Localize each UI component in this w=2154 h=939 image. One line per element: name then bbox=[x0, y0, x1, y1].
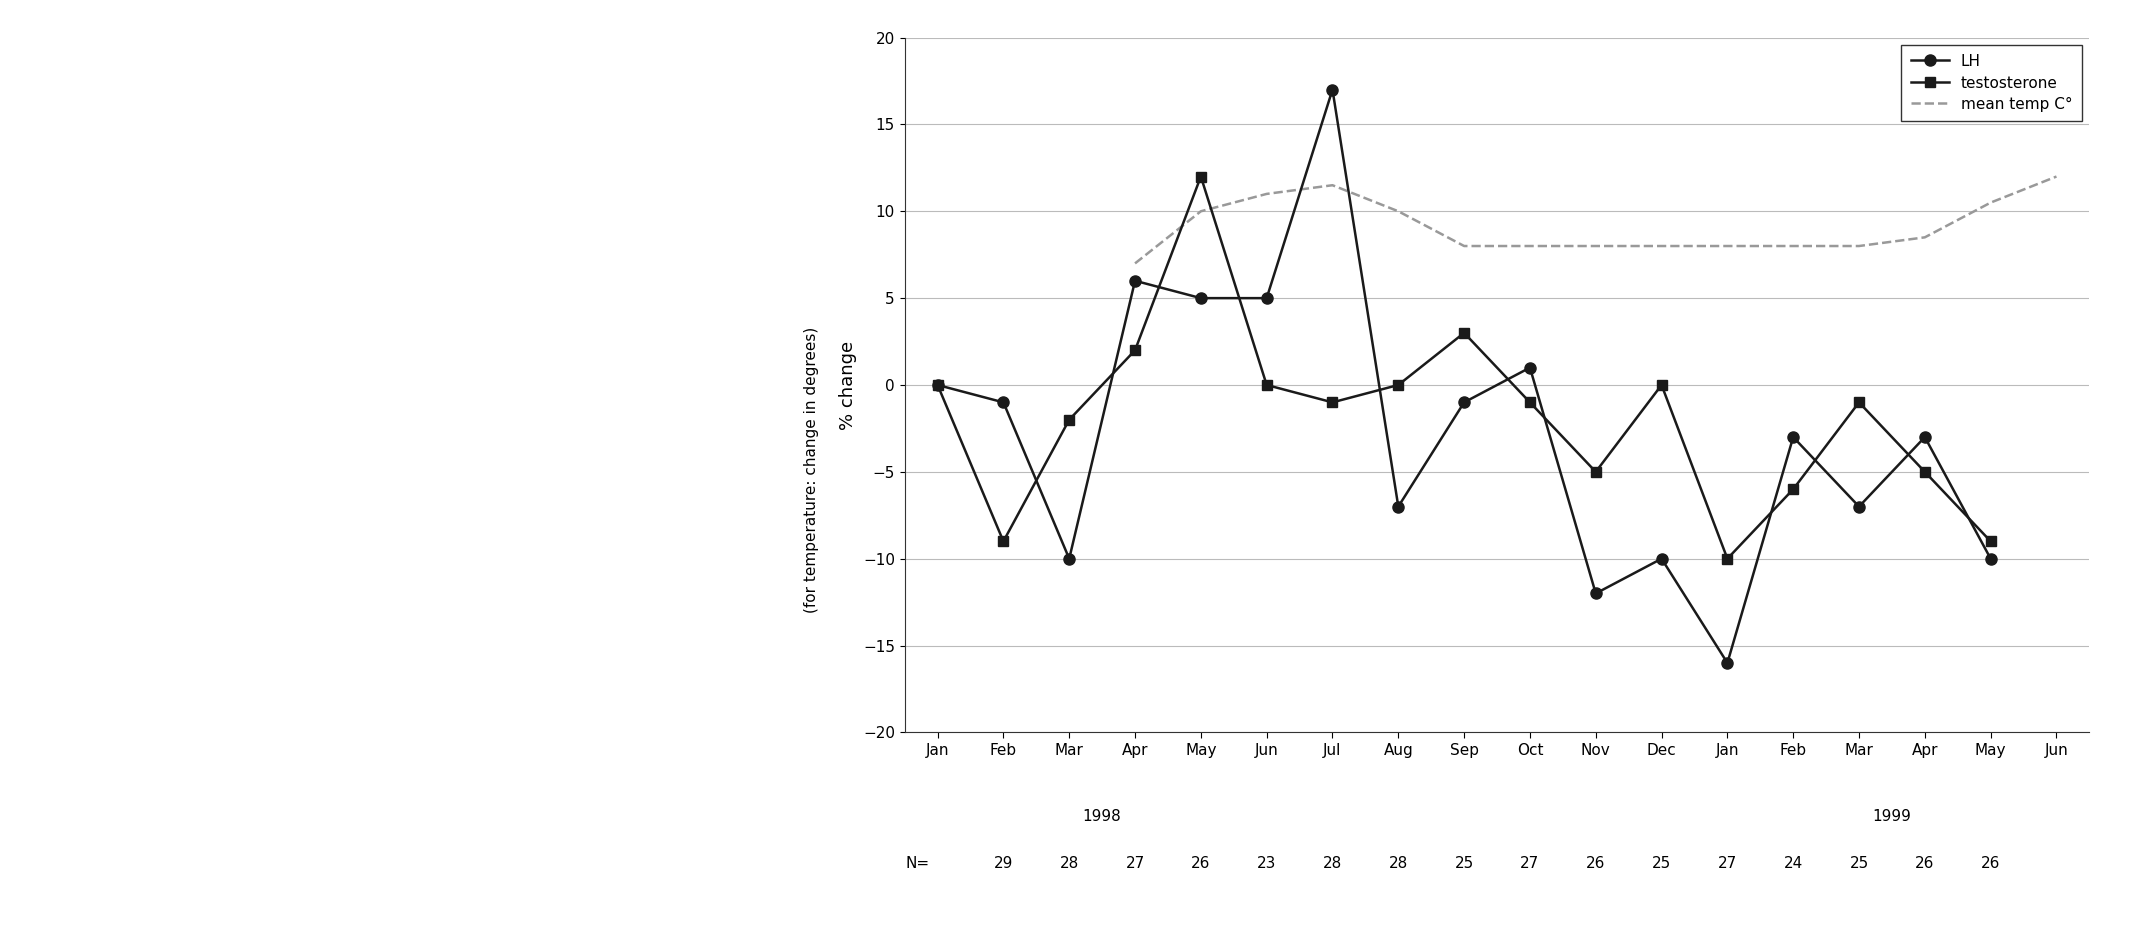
LH bbox=[1055, 553, 1081, 564]
Text: 25: 25 bbox=[1850, 856, 1870, 871]
LH bbox=[1977, 553, 2003, 564]
testosterone bbox=[1516, 396, 1542, 408]
LH bbox=[1452, 396, 1478, 408]
LH bbox=[1715, 657, 1740, 669]
Text: 27: 27 bbox=[1124, 856, 1144, 871]
Text: 26: 26 bbox=[1982, 856, 2001, 871]
Text: 28: 28 bbox=[1389, 856, 1409, 871]
Text: 26: 26 bbox=[1915, 856, 1934, 871]
LH bbox=[1516, 362, 1542, 373]
Text: 1999: 1999 bbox=[1872, 809, 1911, 824]
Text: 28: 28 bbox=[1323, 856, 1342, 871]
LH bbox=[1320, 85, 1346, 96]
testosterone bbox=[1254, 379, 1279, 391]
testosterone bbox=[1385, 379, 1411, 391]
testosterone bbox=[1189, 171, 1215, 182]
mean temp C° bbox=[1846, 240, 1872, 252]
LH bbox=[1913, 432, 1939, 443]
Text: 1998: 1998 bbox=[1083, 809, 1122, 824]
testosterone bbox=[1977, 535, 2003, 546]
testosterone bbox=[924, 379, 950, 391]
testosterone bbox=[1055, 414, 1081, 425]
testosterone bbox=[1452, 327, 1478, 338]
Text: 25: 25 bbox=[1454, 856, 1473, 871]
mean temp C° bbox=[1913, 232, 1939, 243]
testosterone bbox=[1122, 345, 1148, 356]
LH bbox=[1254, 293, 1279, 304]
Line: mean temp C°: mean temp C° bbox=[1135, 177, 2057, 263]
Text: 24: 24 bbox=[1784, 856, 1803, 871]
testosterone bbox=[1913, 466, 1939, 477]
testosterone bbox=[1779, 484, 1805, 495]
Text: 29: 29 bbox=[993, 856, 1012, 871]
Text: 27: 27 bbox=[1717, 856, 1736, 871]
LH bbox=[991, 396, 1017, 408]
mean temp C° bbox=[1320, 179, 1346, 191]
testosterone bbox=[1583, 466, 1609, 477]
Text: (for temperature: change in degrees): (for temperature: change in degrees) bbox=[803, 327, 819, 612]
LH bbox=[1583, 588, 1609, 599]
LH bbox=[1189, 293, 1215, 304]
Text: 25: 25 bbox=[1652, 856, 1672, 871]
mean temp C° bbox=[1254, 188, 1279, 199]
LH bbox=[1648, 553, 1674, 564]
testosterone bbox=[1715, 553, 1740, 564]
Text: 26: 26 bbox=[1585, 856, 1605, 871]
LH bbox=[1385, 501, 1411, 513]
mean temp C° bbox=[2044, 171, 2070, 182]
LH bbox=[1846, 501, 1872, 513]
Y-axis label: % change: % change bbox=[840, 341, 857, 429]
Legend: LH, testosterone, mean temp C°: LH, testosterone, mean temp C° bbox=[1902, 45, 2081, 121]
LH bbox=[1779, 432, 1805, 443]
mean temp C° bbox=[1122, 257, 1148, 269]
LH bbox=[924, 379, 950, 391]
testosterone bbox=[1648, 379, 1674, 391]
Line: testosterone: testosterone bbox=[933, 172, 1995, 563]
mean temp C° bbox=[1385, 206, 1411, 217]
Text: 23: 23 bbox=[1258, 856, 1277, 871]
mean temp C° bbox=[1452, 240, 1478, 252]
Text: N=: N= bbox=[907, 856, 931, 871]
LH bbox=[1122, 275, 1148, 286]
Text: 28: 28 bbox=[1060, 856, 1079, 871]
Text: 26: 26 bbox=[1191, 856, 1211, 871]
mean temp C° bbox=[1977, 197, 2003, 208]
Line: LH: LH bbox=[933, 85, 1997, 669]
testosterone bbox=[1846, 396, 1872, 408]
mean temp C° bbox=[1189, 206, 1215, 217]
testosterone bbox=[991, 535, 1017, 546]
testosterone bbox=[1320, 396, 1346, 408]
Text: 27: 27 bbox=[1521, 856, 1540, 871]
